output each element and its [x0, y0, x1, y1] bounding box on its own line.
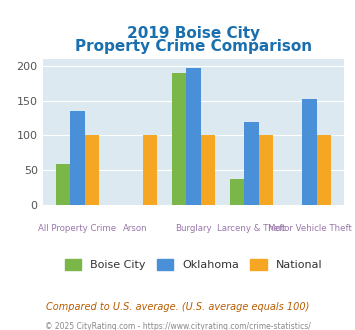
Text: Larceny & Theft: Larceny & Theft [217, 224, 286, 233]
Text: Property Crime Comparison: Property Crime Comparison [75, 39, 312, 53]
Bar [244, 122, 259, 205]
Bar [302, 99, 317, 205]
Bar [186, 68, 201, 205]
Bar [230, 179, 244, 205]
Bar [56, 164, 70, 205]
Bar [172, 73, 186, 205]
Text: Burglary: Burglary [175, 224, 212, 233]
Bar [259, 135, 273, 205]
Bar [201, 135, 215, 205]
Text: © 2025 CityRating.com - https://www.cityrating.com/crime-statistics/: © 2025 CityRating.com - https://www.city… [45, 322, 310, 330]
Text: All Property Crime: All Property Crime [38, 224, 116, 233]
Text: 2019 Boise City: 2019 Boise City [127, 25, 260, 41]
Bar [70, 111, 85, 205]
Legend: Boise City, Oklahoma, National: Boise City, Oklahoma, National [60, 254, 327, 275]
Text: Compared to U.S. average. (U.S. average equals 100): Compared to U.S. average. (U.S. average … [46, 302, 309, 312]
Bar [143, 135, 157, 205]
Bar [85, 135, 99, 205]
Bar [317, 135, 331, 205]
Text: Arson: Arson [123, 224, 148, 233]
Text: Motor Vehicle Theft: Motor Vehicle Theft [268, 224, 351, 233]
